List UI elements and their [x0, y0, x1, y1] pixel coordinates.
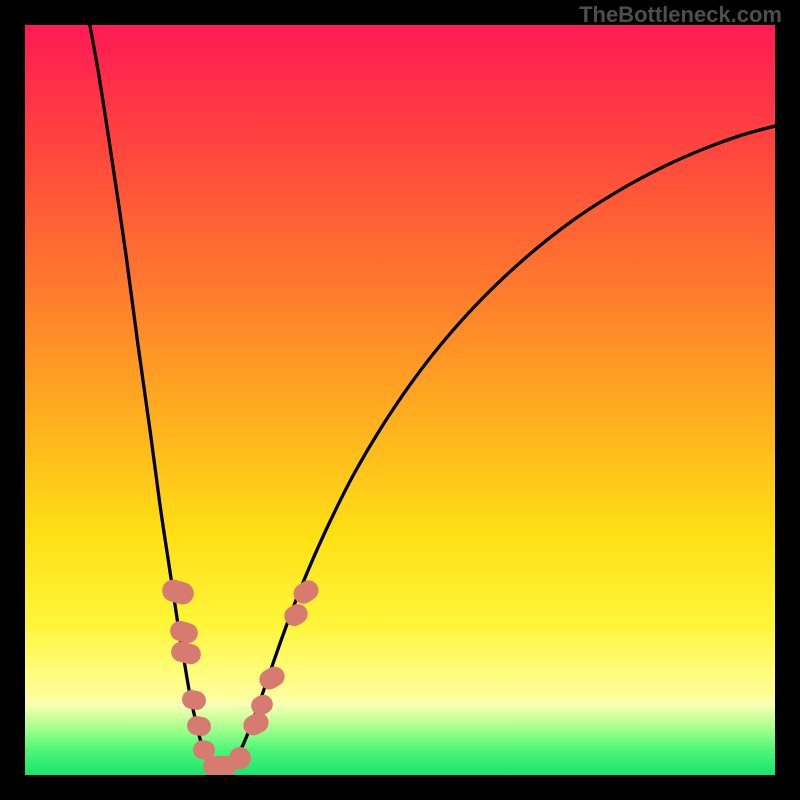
chart-root: TheBottleneck.com [0, 0, 800, 800]
bottleneck-curve-chart [0, 0, 800, 800]
